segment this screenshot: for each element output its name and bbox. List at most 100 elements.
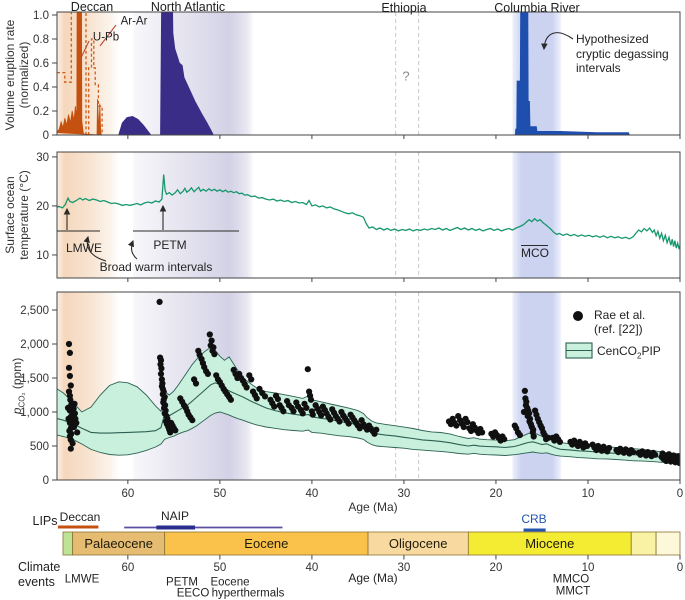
lmwe-event-label: LMWE — [64, 573, 100, 586]
timeline-xtick-label: 30 — [398, 562, 411, 574]
temperature-panel-frame — [56, 151, 681, 279]
rae-data-point — [73, 419, 80, 426]
rae-data-point — [453, 422, 460, 429]
rae-data-point — [464, 419, 471, 426]
broad-warm-intervals-label: Broad warm intervals — [99, 260, 213, 275]
rae-data-point — [158, 365, 165, 372]
rae-data-point — [523, 398, 530, 405]
eruption-area — [118, 115, 152, 135]
rae-data-point — [157, 370, 165, 377]
rae-data-point — [159, 380, 166, 387]
rae-data-point — [70, 405, 77, 412]
temperature-ytick-label: 10 — [36, 250, 49, 262]
rae-data-point — [303, 404, 310, 411]
age-xtick-label: 60 — [121, 488, 134, 500]
broad-warm-arrow-right — [127, 239, 138, 260]
eruption-axis-label-2: (normalized) — [17, 41, 32, 109]
epoch-label: Miocene — [525, 536, 574, 551]
lmwe-label: LMWE — [66, 241, 102, 256]
rae-data-point — [160, 388, 167, 395]
rae-data-point — [304, 366, 311, 373]
legend-rae-label: Rae et al. — [594, 308, 646, 322]
age-xtick-label: 0 — [677, 488, 683, 500]
eruption-area — [514, 12, 630, 135]
age-xtick-label: 20 — [490, 488, 503, 500]
upb-leader-line — [79, 40, 90, 61]
rae-data-point — [307, 396, 315, 403]
eruption-panel-frame — [56, 11, 681, 136]
rae-data-point — [253, 395, 260, 402]
rae-data-point — [309, 411, 316, 418]
ethiopia-title: Ethiopia — [381, 0, 427, 15]
rae-data-point — [526, 410, 533, 417]
climate-events-label-1: Climate — [18, 560, 61, 574]
north-atlantic-title: North Atlantic — [150, 0, 226, 14]
broad-warm-arrow-left — [83, 235, 107, 262]
eruption-ytick-label: 0.2 — [33, 106, 49, 118]
rae-data-point — [516, 432, 524, 439]
rae-data-point — [189, 417, 196, 424]
rae-data-point — [66, 349, 73, 356]
age-xtick-label: 10 — [582, 488, 595, 500]
rae-data-point — [162, 402, 169, 409]
rae-data-point — [66, 372, 73, 380]
rae-data-point — [69, 440, 76, 447]
miocene-warm-band — [512, 152, 562, 278]
co2-panel-frame — [56, 291, 681, 481]
rae-data-point — [68, 430, 75, 437]
rae-data-point — [290, 408, 297, 415]
rae-data-point — [584, 442, 591, 450]
rae-data-point — [356, 425, 363, 432]
rae-data-point — [460, 423, 467, 431]
rae-data-point — [479, 429, 486, 436]
age-xtick-label: 50 — [213, 488, 226, 500]
deccan-lip-label: Deccan — [59, 510, 101, 525]
eruption-ytick-label: 0.8 — [33, 34, 49, 46]
co2-ytick-label: 500 — [30, 441, 49, 453]
temperature-axis-label-1: Surface ocean — [3, 176, 18, 254]
rae-data-point — [192, 380, 200, 387]
eruption-dashed-outline — [57, 12, 87, 135]
rae-data-point — [71, 400, 78, 407]
hyperthermals-event-label: hyperthermals — [211, 587, 285, 600]
rae-data-point — [67, 445, 74, 452]
rae-data-point — [556, 438, 564, 445]
crb-lip-label: CRB — [521, 512, 547, 527]
cenco2pip-band — [57, 347, 680, 464]
rae-data-point — [243, 384, 250, 391]
annotation-arrows — [57, 24, 574, 262]
rae-data-point — [164, 415, 171, 422]
rae-data-point — [271, 403, 278, 410]
mmco-event-label: MMCO — [552, 573, 590, 586]
cryptic-degassing-label: Hypothesized cryptic degassing intervals — [576, 32, 669, 76]
rae-data-point — [652, 451, 659, 458]
temperature-ytick-label: 20 — [36, 201, 49, 213]
rae-data-point — [530, 433, 537, 440]
rae-data-point — [327, 416, 334, 423]
question-mark: ? — [402, 68, 410, 84]
arar-leader-line — [99, 24, 117, 47]
petm-label: PETM — [153, 238, 187, 253]
age-axis-label: Age (Ma) — [348, 500, 398, 515]
lips-row-label: LIPs — [32, 513, 58, 528]
epoch-label: Oligocene — [389, 536, 448, 551]
timeline-age-axis-label: Age (Ma) — [348, 571, 398, 586]
rae-data-point — [501, 436, 508, 443]
epoch-segment — [655, 531, 681, 556]
timeline-xtick-label: 60 — [121, 562, 134, 574]
rae-data-point — [157, 357, 165, 364]
rae-data-point — [227, 396, 234, 403]
legend-rae-ref-label: (ref. [22]) — [594, 322, 643, 336]
timeline-xtick-label: 50 — [213, 562, 226, 574]
rae-data-point — [161, 393, 168, 401]
co2-ytick-label: 1,000 — [20, 407, 49, 419]
rae-data-point — [280, 408, 287, 415]
rae-data-point — [156, 298, 163, 305]
rae-data-point — [206, 331, 213, 338]
naip-thick-bar — [156, 525, 196, 530]
eruption-area — [57, 12, 102, 135]
eruption-area — [160, 12, 214, 135]
columbia-river-title: Columbia River — [494, 0, 580, 15]
rae-data-point — [167, 429, 174, 436]
